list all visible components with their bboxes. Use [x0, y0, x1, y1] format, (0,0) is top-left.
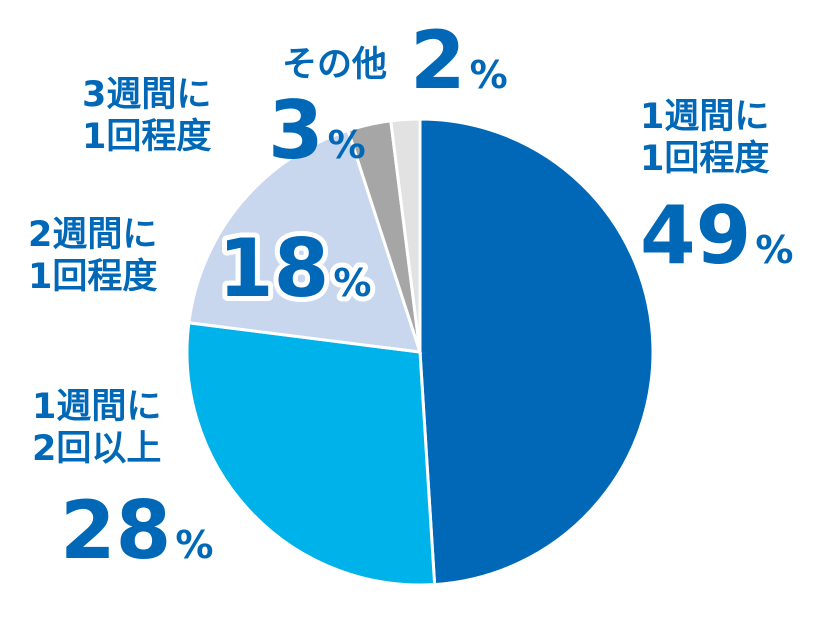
slice-category-label: 1週間に 2回以上 [32, 387, 161, 469]
percent-sign: % [328, 123, 366, 167]
pie-slices [185, 117, 655, 587]
slice-percent-label: 18% [218, 222, 371, 315]
percent-value: 2 [410, 14, 466, 107]
pie-slice-2pct [389, 117, 422, 353]
slice-category-line: 3週間に [82, 75, 211, 115]
slice-category-line: その他 [282, 45, 387, 85]
percent-sign: % [175, 523, 213, 567]
slice-label-0: 1週間に 1回程度 49% [640, 97, 793, 282]
slice-category-line: 1回程度 [640, 139, 769, 179]
slice-category-label: 1週間に 1回程度 [640, 97, 769, 179]
slice-label-4: その他 2% [282, 14, 508, 107]
slice-percent-label: 2% [410, 14, 508, 107]
slice-label-3: 3週間に 1回程度 3% [82, 75, 366, 177]
percent-sign: % [333, 261, 371, 305]
slice-category-label: 2週間に 1回程度 [28, 215, 157, 297]
percent-sign: % [755, 228, 793, 272]
slice-category-line: 1回程度 [82, 117, 211, 157]
slice-label-1: 1週間に 2回以上 28% [32, 387, 213, 577]
slice-category-label: その他 [282, 45, 387, 85]
percent-value: 18 [218, 222, 329, 315]
slice-category-line: 1週間に [32, 387, 161, 427]
slice-category-line: 1回程度 [28, 257, 157, 297]
percent-value: 3 [268, 84, 324, 177]
slice-category-line: 2週間に [28, 215, 157, 255]
slice-category-label: 3週間に 1回程度 [82, 75, 211, 157]
slice-percent-label: 3% [268, 84, 366, 177]
pie-slice-49pct [418, 117, 655, 587]
pie-slice-28pct [185, 321, 437, 587]
slice-category-line: 2回以上 [32, 429, 161, 469]
slice-category-line: 1週間に [640, 97, 769, 137]
percent-value: 28 [60, 484, 171, 577]
percent-sign: % [470, 53, 508, 97]
slice-percent-label: 28% [60, 484, 213, 577]
pie-slice-18pct [187, 128, 423, 354]
slice-label-2: 2週間に 1回程度 18% [28, 215, 376, 320]
percent-value: 49 [640, 189, 751, 282]
slice-percent-label: 49% [640, 189, 793, 282]
